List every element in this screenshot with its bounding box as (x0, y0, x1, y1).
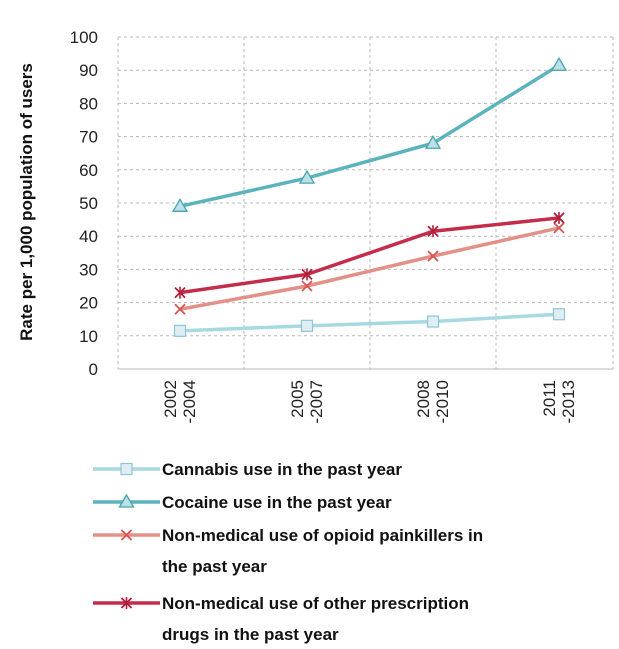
data-point (174, 286, 186, 299)
x-tick-label-line1: 2008 (414, 380, 433, 418)
data-point (552, 308, 566, 321)
x-tick-label: 2008 -2010 (414, 380, 452, 423)
series-line (179, 216, 560, 295)
data-point (300, 319, 314, 332)
x-tick-label-line1: 2005 (288, 380, 307, 418)
x-axis-ticks: 2002 -2004 2005 -2007 2008 -2010 2011 -2013 (161, 380, 578, 423)
data-point (298, 169, 316, 184)
data-point (426, 315, 440, 328)
data-point (553, 222, 565, 234)
x-tick-label-line2: -2004 (180, 380, 199, 423)
grid (117, 36, 614, 370)
legend-label: Cannabis use in the past year (162, 460, 402, 479)
y-tick-label: 100 (70, 28, 98, 47)
series-3 (174, 222, 565, 315)
marker-stroke (120, 529, 133, 541)
y-tick-label: 10 (79, 327, 98, 346)
legend-item-1: Cannabis use in the past year (93, 460, 402, 479)
x-tick-label: 2002 -2004 (161, 380, 199, 423)
legend-swatch-marker (118, 493, 135, 508)
x-tick-label: 2005 -2007 (288, 380, 326, 423)
x-tick-label-line2: -2013 (559, 380, 578, 423)
legend-label: drugs in the past year (162, 625, 339, 644)
series-layer (171, 56, 568, 337)
series-line (179, 63, 560, 209)
y-tick-label: 50 (79, 194, 98, 213)
x-tick-label-line2: -2007 (307, 380, 326, 423)
y-tick-label: 60 (79, 161, 98, 180)
legend-item-3: Non-medical use of opioid painkillers in… (93, 526, 483, 576)
data-point (424, 134, 442, 149)
series-1 (173, 308, 566, 337)
data-point (427, 250, 439, 262)
data-point (550, 56, 568, 71)
y-tick-label: 0 (89, 360, 98, 379)
x-tick-label-line2: -2010 (433, 380, 452, 423)
series-line (179, 312, 560, 333)
y-tick-label: 40 (79, 227, 98, 246)
series-2 (171, 56, 568, 212)
legend-label: Non-medical use of other prescription (162, 594, 469, 613)
x-tick-label: 2011 -2013 (540, 380, 578, 423)
y-tick-label: 20 (79, 294, 98, 313)
marker-stroke (301, 280, 313, 292)
legend-swatch-marker (120, 529, 133, 541)
y-tick-label: 30 (79, 260, 98, 279)
y-tick-label: 90 (79, 61, 98, 80)
y-tick-label: 70 (79, 128, 98, 147)
x-tick-label-line1: 2002 (161, 380, 180, 418)
marker-stroke (174, 303, 186, 315)
data-point (553, 211, 565, 224)
series-line (179, 226, 560, 311)
marker-stroke (427, 250, 439, 262)
legend-label: the past year (162, 557, 267, 576)
data-point (301, 280, 313, 292)
data-point (173, 324, 187, 337)
y-axis-ticks: 0 10 20 30 40 50 60 70 80 90 100 (70, 28, 98, 379)
data-point (174, 303, 186, 315)
legend-label: Cocaine use in the past year (162, 493, 392, 512)
legend: Cannabis use in the past year Cocaine use… (93, 460, 483, 644)
legend-label: Non-medical use of opioid painkillers in (162, 526, 483, 545)
series-4 (174, 211, 565, 299)
data-point (301, 268, 313, 281)
legend-swatch-marker (120, 597, 133, 609)
data-point (427, 225, 439, 238)
legend-swatch-marker (120, 462, 133, 476)
data-point (171, 198, 189, 212)
x-tick-label-line1: 2011 (540, 380, 559, 417)
legend-item-2: Cocaine use in the past year (93, 493, 392, 512)
marker-stroke (553, 222, 565, 234)
y-axis-label: Rate per 1,000 population of users (17, 63, 36, 341)
legend-item-4: Non-medical use of other prescription dru… (93, 594, 469, 644)
y-tick-label: 80 (79, 94, 98, 113)
